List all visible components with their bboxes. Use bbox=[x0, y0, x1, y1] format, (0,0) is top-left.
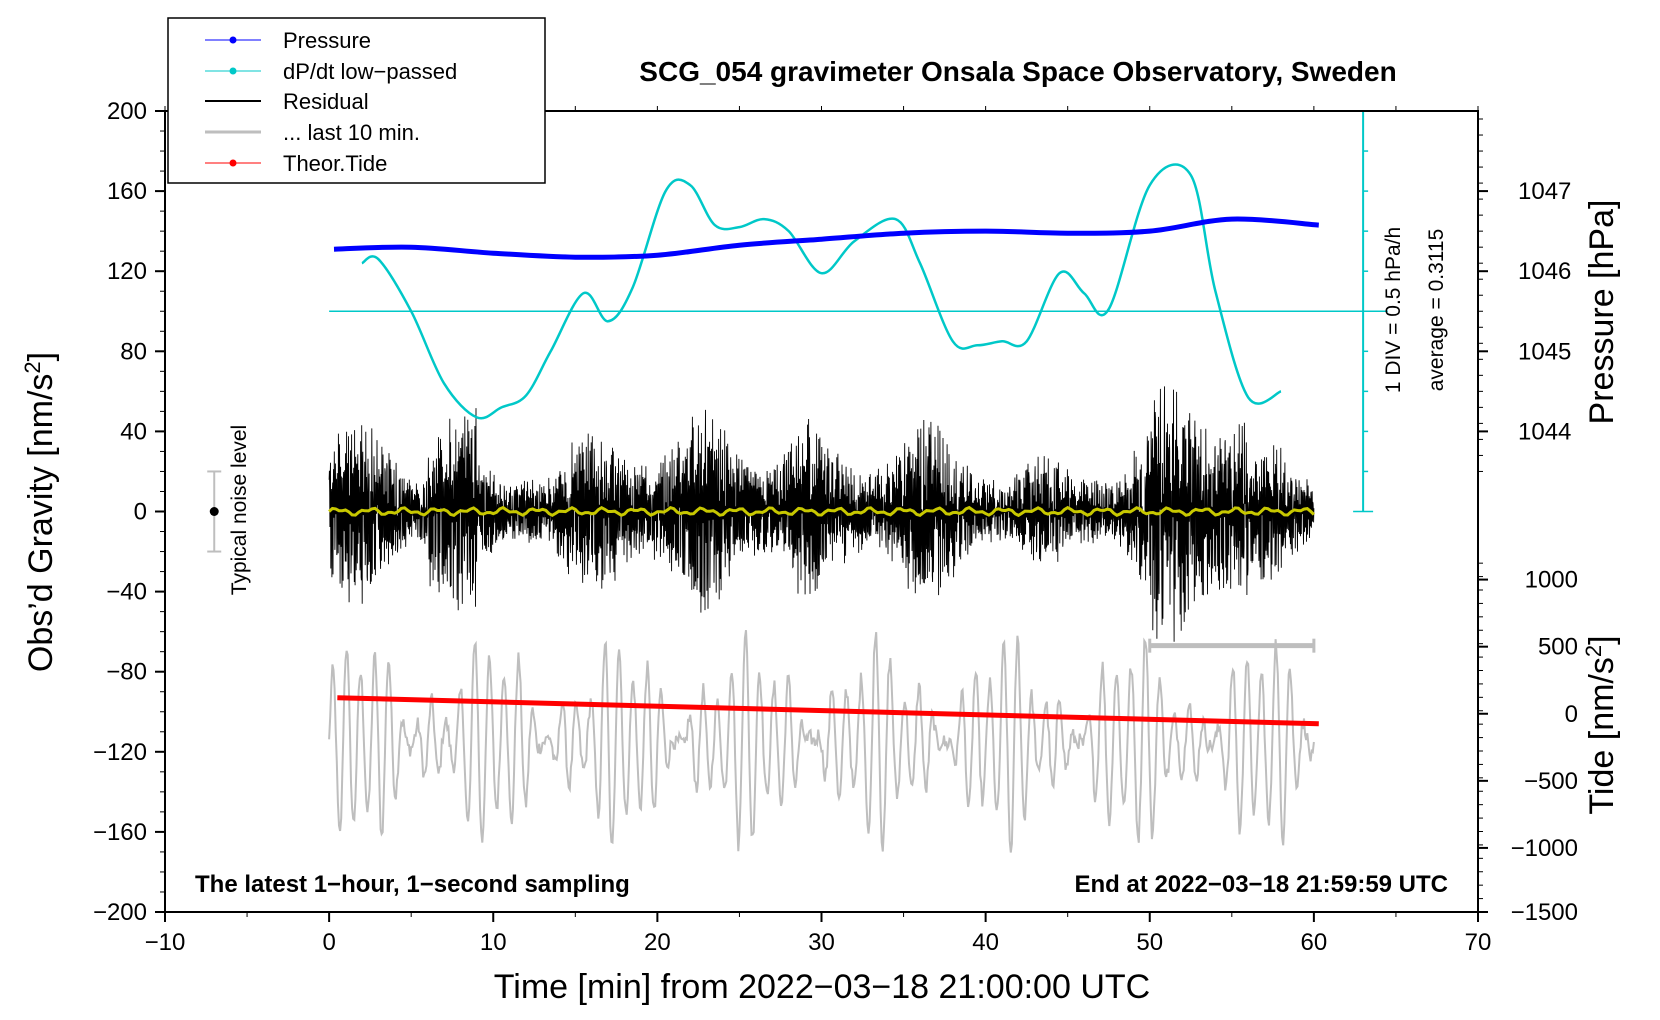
x-tick-label: 0 bbox=[322, 929, 335, 956]
pressure-tick-label: 1046 bbox=[1518, 258, 1571, 285]
legend: Pressure dP/dt low−passed Residual ... l… bbox=[167, 17, 546, 184]
x-tick-label: 50 bbox=[1136, 929, 1163, 956]
dpdt-line bbox=[361, 163, 1282, 420]
legend-entry-pressure: Pressure bbox=[205, 28, 371, 53]
x-axis-title: Time [min] from 2022−03−18 21:00:00 UTC bbox=[494, 968, 1150, 1006]
pressure-tick-label: 1047 bbox=[1518, 178, 1571, 205]
pressure-axis-title: Pressure [hPa] bbox=[1583, 200, 1621, 425]
legend-entry-residual: Residual bbox=[205, 89, 369, 114]
tide-tick-label: −500 bbox=[1524, 768, 1578, 795]
y-tick-label: 80 bbox=[120, 338, 147, 365]
y-axis-title-sup: 2 bbox=[20, 361, 45, 373]
chart-title: SCG_054 gravimeter Onsala Space Observat… bbox=[639, 56, 1396, 87]
x-tick-label: −10 bbox=[145, 929, 186, 956]
y-tick-label: −200 bbox=[93, 899, 147, 926]
y-axis-title-main: Obs’d Gravity [nm/s bbox=[22, 374, 60, 673]
axes-layer: −10 0 10 20 30 40 50 60 70 200 160 120 80 40 0 −40 −80 −1… bbox=[93, 98, 1578, 956]
noise-bar-dot bbox=[209, 507, 219, 516]
last-10-min-line bbox=[328, 630, 1315, 853]
data-layer bbox=[207, 111, 1388, 853]
tide-tick-label: −1000 bbox=[1511, 835, 1578, 862]
legend-label-residual: Residual bbox=[283, 89, 369, 114]
pressure-line bbox=[333, 216, 1319, 260]
dpdt-scale-label-2: average = 0.3115 bbox=[1425, 229, 1448, 392]
y-axis-title: Obs’d Gravity [nm/s2] bbox=[20, 352, 60, 672]
tide-tick-label: −1500 bbox=[1511, 899, 1578, 926]
tide-tick-label: 500 bbox=[1538, 634, 1578, 661]
tide-axis-title-main: Tide [nm/s bbox=[1583, 657, 1621, 814]
annotation-left: The latest 1−hour, 1−second sampling bbox=[195, 871, 630, 898]
tide-line bbox=[337, 695, 1319, 727]
residual-line bbox=[328, 386, 1315, 642]
y-tick-label: 0 bbox=[134, 499, 147, 526]
x-tick-label: 30 bbox=[808, 929, 835, 956]
y-axis-title-end: ] bbox=[22, 352, 60, 361]
pressure-tick-label: 1045 bbox=[1518, 338, 1571, 365]
y-tick-label: −120 bbox=[93, 739, 147, 766]
y-tick-label: 120 bbox=[107, 258, 147, 285]
x-tick-label: 40 bbox=[972, 929, 999, 956]
tide-axis-title-sup: 2 bbox=[1581, 645, 1606, 657]
legend-entry-dpdt: dP/dt low−passed bbox=[205, 59, 457, 84]
tide-tick-label: 0 bbox=[1565, 701, 1578, 728]
legend-entry-tide: Theor.Tide bbox=[205, 151, 387, 176]
tide-tick-label: 1000 bbox=[1525, 567, 1578, 594]
x-tick-label: 60 bbox=[1301, 929, 1328, 956]
tide-axis-title-end: ] bbox=[1583, 635, 1621, 644]
residual-smoothed-line bbox=[328, 505, 1315, 518]
y-tick-label: 160 bbox=[107, 178, 147, 205]
legend-label-tide: Theor.Tide bbox=[283, 151, 387, 176]
y-tick-label: 200 bbox=[107, 98, 147, 125]
legend-label-pressure: Pressure bbox=[283, 28, 371, 53]
pressure-tick-label: 1044 bbox=[1518, 418, 1571, 445]
annotation-right: End at 2022−03−18 21:59:59 UTC bbox=[1074, 871, 1448, 898]
x-tick-label: 20 bbox=[644, 929, 671, 956]
y-tick-label: 40 bbox=[120, 418, 147, 445]
legend-label-last10: ... last 10 min. bbox=[283, 120, 420, 145]
x-tick-label: 70 bbox=[1465, 929, 1492, 956]
y-tick-label: −40 bbox=[106, 579, 147, 606]
legend-entry-last10: ... last 10 min. bbox=[205, 120, 420, 145]
legend-label-dpdt: dP/dt low−passed bbox=[283, 59, 457, 84]
dpdt-scale-label-1: 1 DIV = 0.5 hPa/h bbox=[1382, 227, 1405, 393]
tide-axis-title: Tide [nm/s2] bbox=[1581, 635, 1621, 814]
noise-level-label: Typical noise level bbox=[228, 425, 251, 595]
x-tick-label: 10 bbox=[480, 929, 507, 956]
y-tick-label: −80 bbox=[106, 659, 147, 686]
y-tick-label: −160 bbox=[93, 819, 147, 846]
